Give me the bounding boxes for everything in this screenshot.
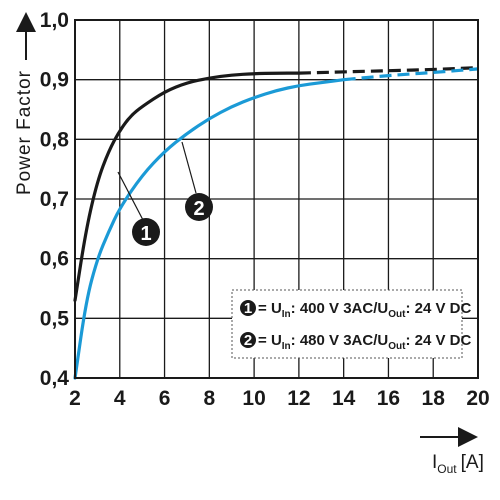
- x-tick-label: 20: [466, 387, 489, 410]
- series-callouts: 1 2: [117, 141, 213, 246]
- legend-box: [231, 289, 463, 359]
- series-line-1-solid: [73, 71, 301, 302]
- x-tick-label: 10: [242, 387, 265, 410]
- y-tick-label: 0,6: [40, 248, 69, 271]
- y-tick-label: 0,5: [40, 307, 70, 330]
- series-line-2-solid: [73, 78, 346, 380]
- y-axis-title-group: Power Factor: [14, 12, 36, 195]
- series-line-2-dashed: [343, 67, 479, 82]
- legend-1-out: Out: [388, 309, 406, 320]
- y-tick-label: 1,0: [40, 9, 69, 32]
- legend-item-1: 1 = UIn: 400 V 3AC/UOut: 24 V DC: [240, 300, 471, 320]
- callout-badge-2: [185, 193, 213, 221]
- legend-badge-1-number: 1: [244, 300, 252, 317]
- y-tick-label: 0,8: [40, 128, 70, 151]
- callout-badge-1: [132, 218, 160, 246]
- x-tick-label: 16: [377, 387, 400, 410]
- legend-badge-1: [240, 300, 256, 316]
- y-tick-labels: 0,4 0,5 0,6 0,7 0,8 0,9 1,0: [40, 9, 70, 390]
- x-tick-label: 18: [422, 387, 446, 410]
- callout-badge-2-number: 2: [193, 198, 204, 220]
- callout-badge-1-number: 1: [140, 223, 151, 245]
- legend: 1 = UIn: 400 V 3AC/UOut: 24 V DC 2 = UIn…: [231, 289, 471, 359]
- plot-frame: [74, 19, 479, 379]
- callout-leader-1: [117, 171, 144, 221]
- callout-leader-2: [181, 141, 197, 194]
- x-axis-title-unit: [A]: [461, 452, 484, 473]
- legend-2-out: Out: [388, 341, 406, 352]
- x-tick-label: 14: [332, 387, 356, 410]
- x-tick-label: 6: [159, 387, 171, 410]
- y-tick-label: 0,9: [40, 69, 69, 92]
- x-axis-title-main: I: [432, 452, 437, 473]
- legend-2-in: In: [282, 341, 291, 352]
- legend-badge-2-number: 2: [244, 332, 252, 349]
- y-axis-title: Power Factor: [14, 70, 35, 195]
- x-tick-label: 4: [114, 387, 126, 410]
- x-axis-title-group: IOut [A]: [420, 427, 484, 476]
- x-tick-label: 2: [69, 387, 81, 410]
- legend-1-mid: : 400 V 3AC/U: [291, 300, 389, 317]
- legend-label-1: = UIn: 400 V 3AC/UOut: 24 V DC: [258, 300, 471, 320]
- x-tick-label: 8: [203, 387, 215, 410]
- legend-1-u: U: [271, 300, 282, 317]
- legend-2-mid: : 480 V 3AC/U: [291, 332, 389, 349]
- x-axis-title: IOut [A]: [432, 452, 484, 476]
- y-tick-label: 0,7: [40, 188, 69, 211]
- series-line-1-dashed: [298, 66, 479, 75]
- legend-label-2: = UIn: 480 V 3AC/UOut: 24 V DC: [258, 332, 471, 352]
- legend-2-tail: : 24 V DC: [405, 332, 471, 349]
- x-tick-labels: 2 4 6 8 10 12 14 16 18 20: [69, 387, 490, 410]
- legend-2-u: U: [271, 332, 282, 349]
- x-axis-title-sub: Out: [437, 462, 457, 476]
- legend-item-2: 2 = UIn: 480 V 3AC/UOut: 24 V DC: [240, 332, 471, 352]
- legend-badge-2: [240, 332, 256, 348]
- x-tick-label: 12: [287, 387, 310, 410]
- y-tick-label: 0,4: [40, 367, 70, 390]
- series-lines: [73, 66, 479, 380]
- legend-1-tail: : 24 V DC: [405, 300, 471, 317]
- legend-2-eq: =: [258, 332, 271, 349]
- legend-1-in: In: [282, 309, 291, 320]
- legend-1-eq: =: [258, 300, 271, 317]
